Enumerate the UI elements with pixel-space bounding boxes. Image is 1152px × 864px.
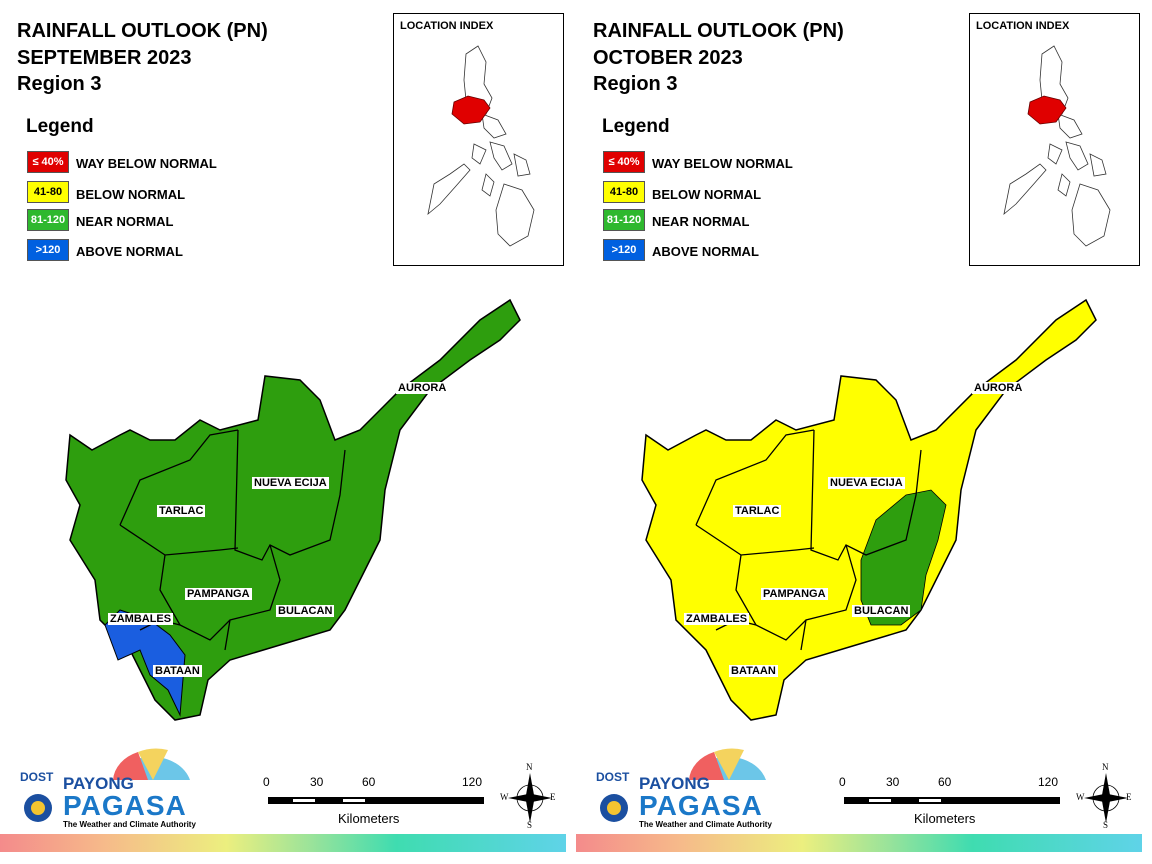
inset-title: LOCATION INDEX bbox=[400, 20, 494, 32]
compass-e: E bbox=[1126, 792, 1132, 802]
philippines-outline-map bbox=[1003, 45, 1111, 247]
scale-tick-60: 60 bbox=[362, 775, 376, 789]
legend-label-way-below: WAY BELOW NORMAL bbox=[652, 156, 793, 171]
scale-bar: 0 30 60 120 Kilometers bbox=[258, 775, 498, 835]
province-label-tarlac: TARLAC bbox=[733, 505, 782, 517]
scale-tick-30: 30 bbox=[886, 775, 900, 789]
scale-tick-0: 0 bbox=[263, 775, 270, 789]
compass-e: E bbox=[550, 792, 556, 802]
province-label-pampanga: PAMPANGA bbox=[185, 588, 252, 600]
province-label-nueva-ecija: NUEVA ECIJA bbox=[252, 477, 329, 489]
legend-label-way-below: WAY BELOW NORMAL bbox=[76, 156, 217, 171]
compass-s: S bbox=[1103, 820, 1109, 830]
scale-tick-60: 60 bbox=[938, 775, 952, 789]
legend-label-below: BELOW NORMAL bbox=[76, 187, 186, 202]
map-title: RAINFALL OUTLOOK (PN) bbox=[593, 20, 844, 42]
location-index-inset: LOCATION INDEX bbox=[393, 13, 564, 266]
location-index-inset: LOCATION INDEX bbox=[969, 13, 1140, 266]
province-label-bulacan: BULACAN bbox=[276, 605, 335, 617]
legend-swatch-way-below: ≤ 40% bbox=[27, 151, 69, 173]
compass-rose-icon: N S E W bbox=[500, 762, 560, 831]
map-region: Region 3 bbox=[17, 73, 102, 95]
dost-label: DOST bbox=[20, 770, 54, 784]
footer-gradient-bar bbox=[576, 834, 1142, 852]
scale-tick-0: 0 bbox=[839, 775, 846, 789]
pagasa-tagline: The Weather and Climate Authority bbox=[639, 820, 772, 829]
scale-tick-30: 30 bbox=[310, 775, 324, 789]
legend-label-near: NEAR NORMAL bbox=[652, 214, 750, 229]
legend-swatch-below: 41-80 bbox=[27, 181, 69, 203]
province-label-aurora: AURORA bbox=[972, 382, 1025, 394]
compass-w: W bbox=[1076, 792, 1085, 802]
payong-pagasa-logo: DOST PAYONG PAGASA The Weather and Clima… bbox=[18, 740, 198, 832]
legend-swatch-above: >120 bbox=[603, 239, 645, 261]
province-label-pampanga: PAMPANGA bbox=[761, 588, 828, 600]
region-3-highlight bbox=[1027, 95, 1067, 125]
legend-label-above: ABOVE NORMAL bbox=[652, 244, 759, 259]
province-label-bataan: BATAAN bbox=[153, 665, 202, 677]
philippines-outline-map bbox=[427, 45, 535, 247]
scale-bar: 0 30 60 120 Kilometers bbox=[834, 775, 1074, 835]
legend-label-below: BELOW NORMAL bbox=[652, 187, 762, 202]
map-month: OCTOBER 2023 bbox=[593, 47, 743, 69]
scale-tick-120: 120 bbox=[462, 775, 483, 789]
compass-s: S bbox=[527, 820, 533, 830]
province-label-zambales: ZAMBALES bbox=[108, 613, 174, 625]
outlook-panel-october: RAINFALL OUTLOOK (PN) OCTOBER 2023 Regio… bbox=[576, 0, 1152, 864]
pagasa-tagline: The Weather and Climate Authority bbox=[63, 820, 196, 829]
pagasa-label: PAGASA bbox=[639, 790, 763, 821]
payong-label: PAYONG bbox=[63, 774, 134, 793]
province-label-bataan: BATAAN bbox=[729, 665, 778, 677]
region-3-map-october bbox=[641, 298, 1097, 721]
legend-swatch-way-below: ≤ 40% bbox=[603, 151, 645, 173]
dost-label: DOST bbox=[596, 770, 630, 784]
map-title: RAINFALL OUTLOOK (PN) bbox=[17, 20, 268, 42]
compass-rose-icon: N S E W bbox=[1076, 762, 1136, 831]
region-3-land bbox=[65, 298, 521, 721]
legend-swatch-above: >120 bbox=[27, 239, 69, 261]
province-label-tarlac: TARLAC bbox=[157, 505, 206, 517]
compass-n: N bbox=[1102, 762, 1109, 772]
province-label-zambales: ZAMBALES bbox=[684, 613, 750, 625]
legend-swatch-below: 41-80 bbox=[603, 181, 645, 203]
scale-tick-120: 120 bbox=[1038, 775, 1059, 789]
map-month: SEPTEMBER 2023 bbox=[17, 47, 192, 69]
scale-unit: Kilometers bbox=[914, 811, 976, 826]
legend-title: Legend bbox=[26, 116, 94, 137]
province-label-bulacan: BULACAN bbox=[852, 605, 911, 617]
payong-label: PAYONG bbox=[639, 774, 710, 793]
scale-unit: Kilometers bbox=[338, 811, 400, 826]
legend-label-near: NEAR NORMAL bbox=[76, 214, 174, 229]
legend-swatch-near: 81-120 bbox=[603, 209, 645, 231]
legend-title: Legend bbox=[602, 116, 670, 137]
compass-n: N bbox=[526, 762, 533, 772]
footer-gradient-bar bbox=[0, 834, 566, 852]
compass-w: W bbox=[500, 792, 509, 802]
outlook-panel-september: RAINFALL OUTLOOK (PN) SEPTEMBER 2023 Reg… bbox=[0, 13, 566, 852]
region-3-map-september bbox=[65, 298, 521, 721]
inset-title: LOCATION INDEX bbox=[976, 20, 1070, 32]
payong-pagasa-logo: DOST PAYONG PAGASA The Weather and Clima… bbox=[594, 740, 774, 832]
pagasa-label: PAGASA bbox=[63, 790, 187, 821]
legend-swatch-near: 81-120 bbox=[27, 209, 69, 231]
map-region: Region 3 bbox=[593, 73, 678, 95]
region-3-land bbox=[641, 298, 1097, 721]
region-3-highlight bbox=[451, 95, 491, 125]
province-label-aurora: AURORA bbox=[396, 382, 449, 394]
legend-label-above: ABOVE NORMAL bbox=[76, 244, 183, 259]
province-label-nueva-ecija: NUEVA ECIJA bbox=[828, 477, 905, 489]
near-normal-zone bbox=[860, 489, 947, 626]
